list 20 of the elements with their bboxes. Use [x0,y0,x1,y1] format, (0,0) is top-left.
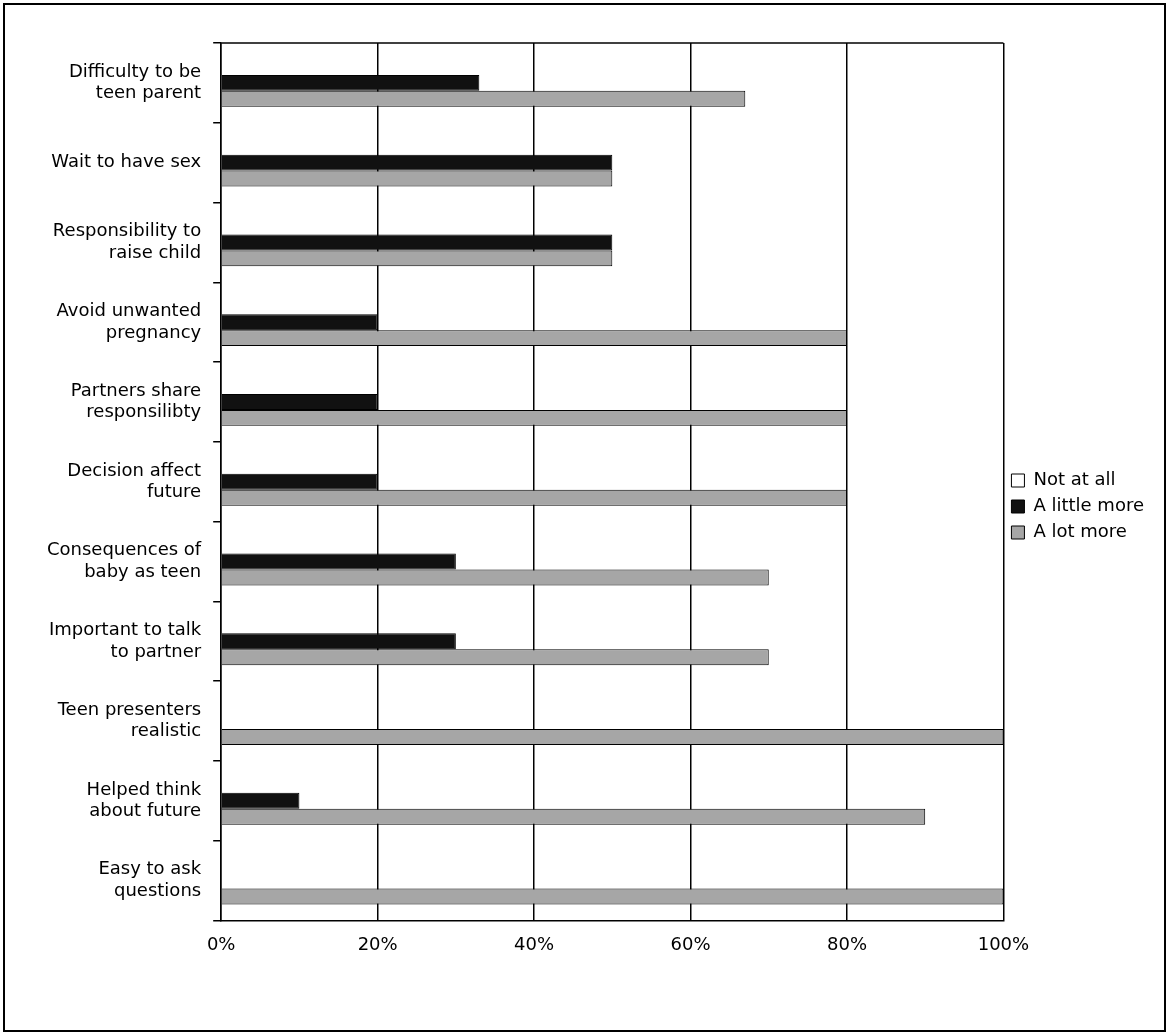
x-tick-label: 0% [206,932,236,954]
x-tick-label: 80% [826,932,867,954]
legend-label: Not at all [1033,468,1116,490]
x-tick-label: 60% [670,932,711,954]
y-tick-label: Avoid unwanted pregnancy [56,299,202,342]
y-tick-label: Teen presenters realistic [56,697,202,741]
x-tick-label: 40% [514,932,555,954]
y-tick-label: Important to talk to partner [48,618,202,661]
x-tick-label: 100% [977,932,1030,954]
y-tick-label: Helped think about future [86,777,202,821]
y-tick-label: Wait to have sex [51,150,202,172]
y-tick-label: Partners share responsilibty [70,378,202,422]
y-tick-label: Difficulty to be teen parent [68,59,202,103]
y-tick-label: Easy to ask questions [98,857,202,900]
x-tick-label: 20% [357,932,398,954]
legend-label: A little more [1033,494,1144,516]
y-tick-label: Decision affect future [67,458,202,502]
y-tick-label: Consequences of baby as teen [46,538,202,581]
legend-label: A lot more [1033,520,1127,542]
y-tick-label: Responsibility to raise child [52,219,202,262]
